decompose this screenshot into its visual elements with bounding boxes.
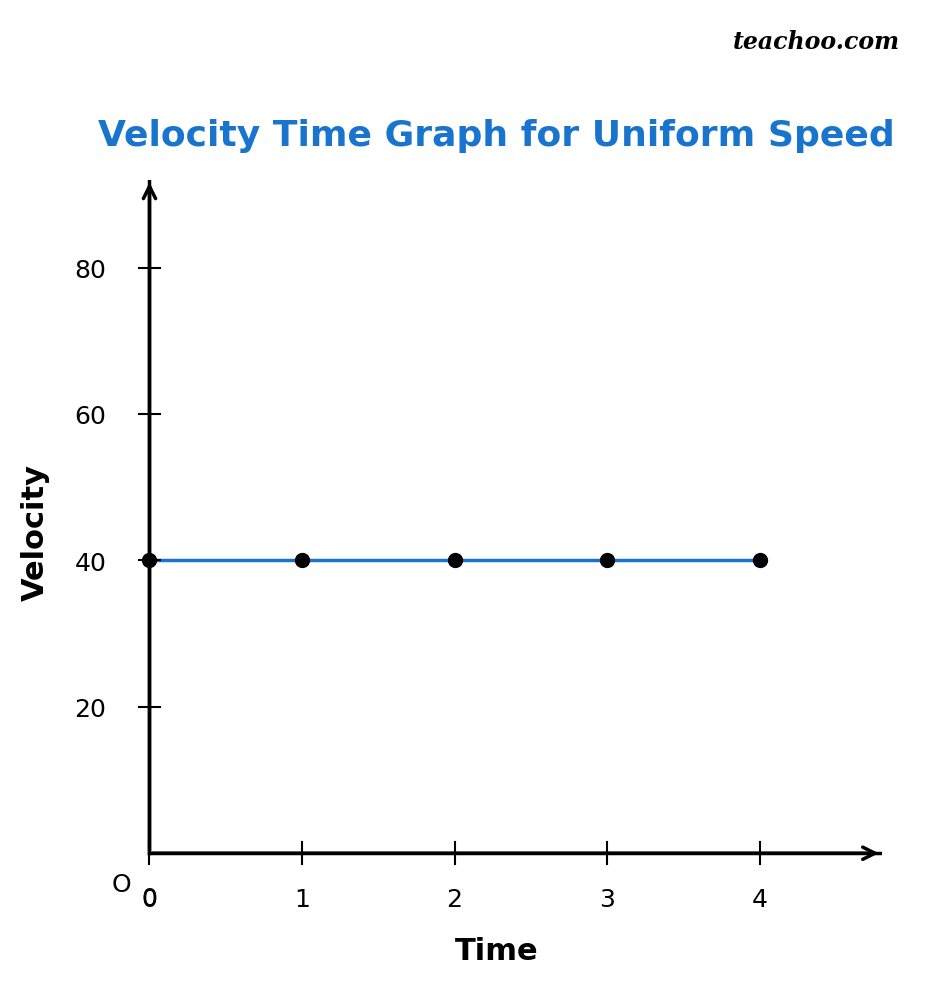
Text: 0: 0	[142, 887, 158, 911]
X-axis label: Time: Time	[454, 937, 538, 966]
Text: O: O	[111, 872, 131, 896]
Text: teachoo.com: teachoo.com	[732, 30, 899, 54]
Y-axis label: Velocity: Velocity	[20, 463, 49, 600]
Title: Velocity Time Graph for Uniform Speed: Velocity Time Graph for Uniform Speed	[98, 119, 894, 152]
